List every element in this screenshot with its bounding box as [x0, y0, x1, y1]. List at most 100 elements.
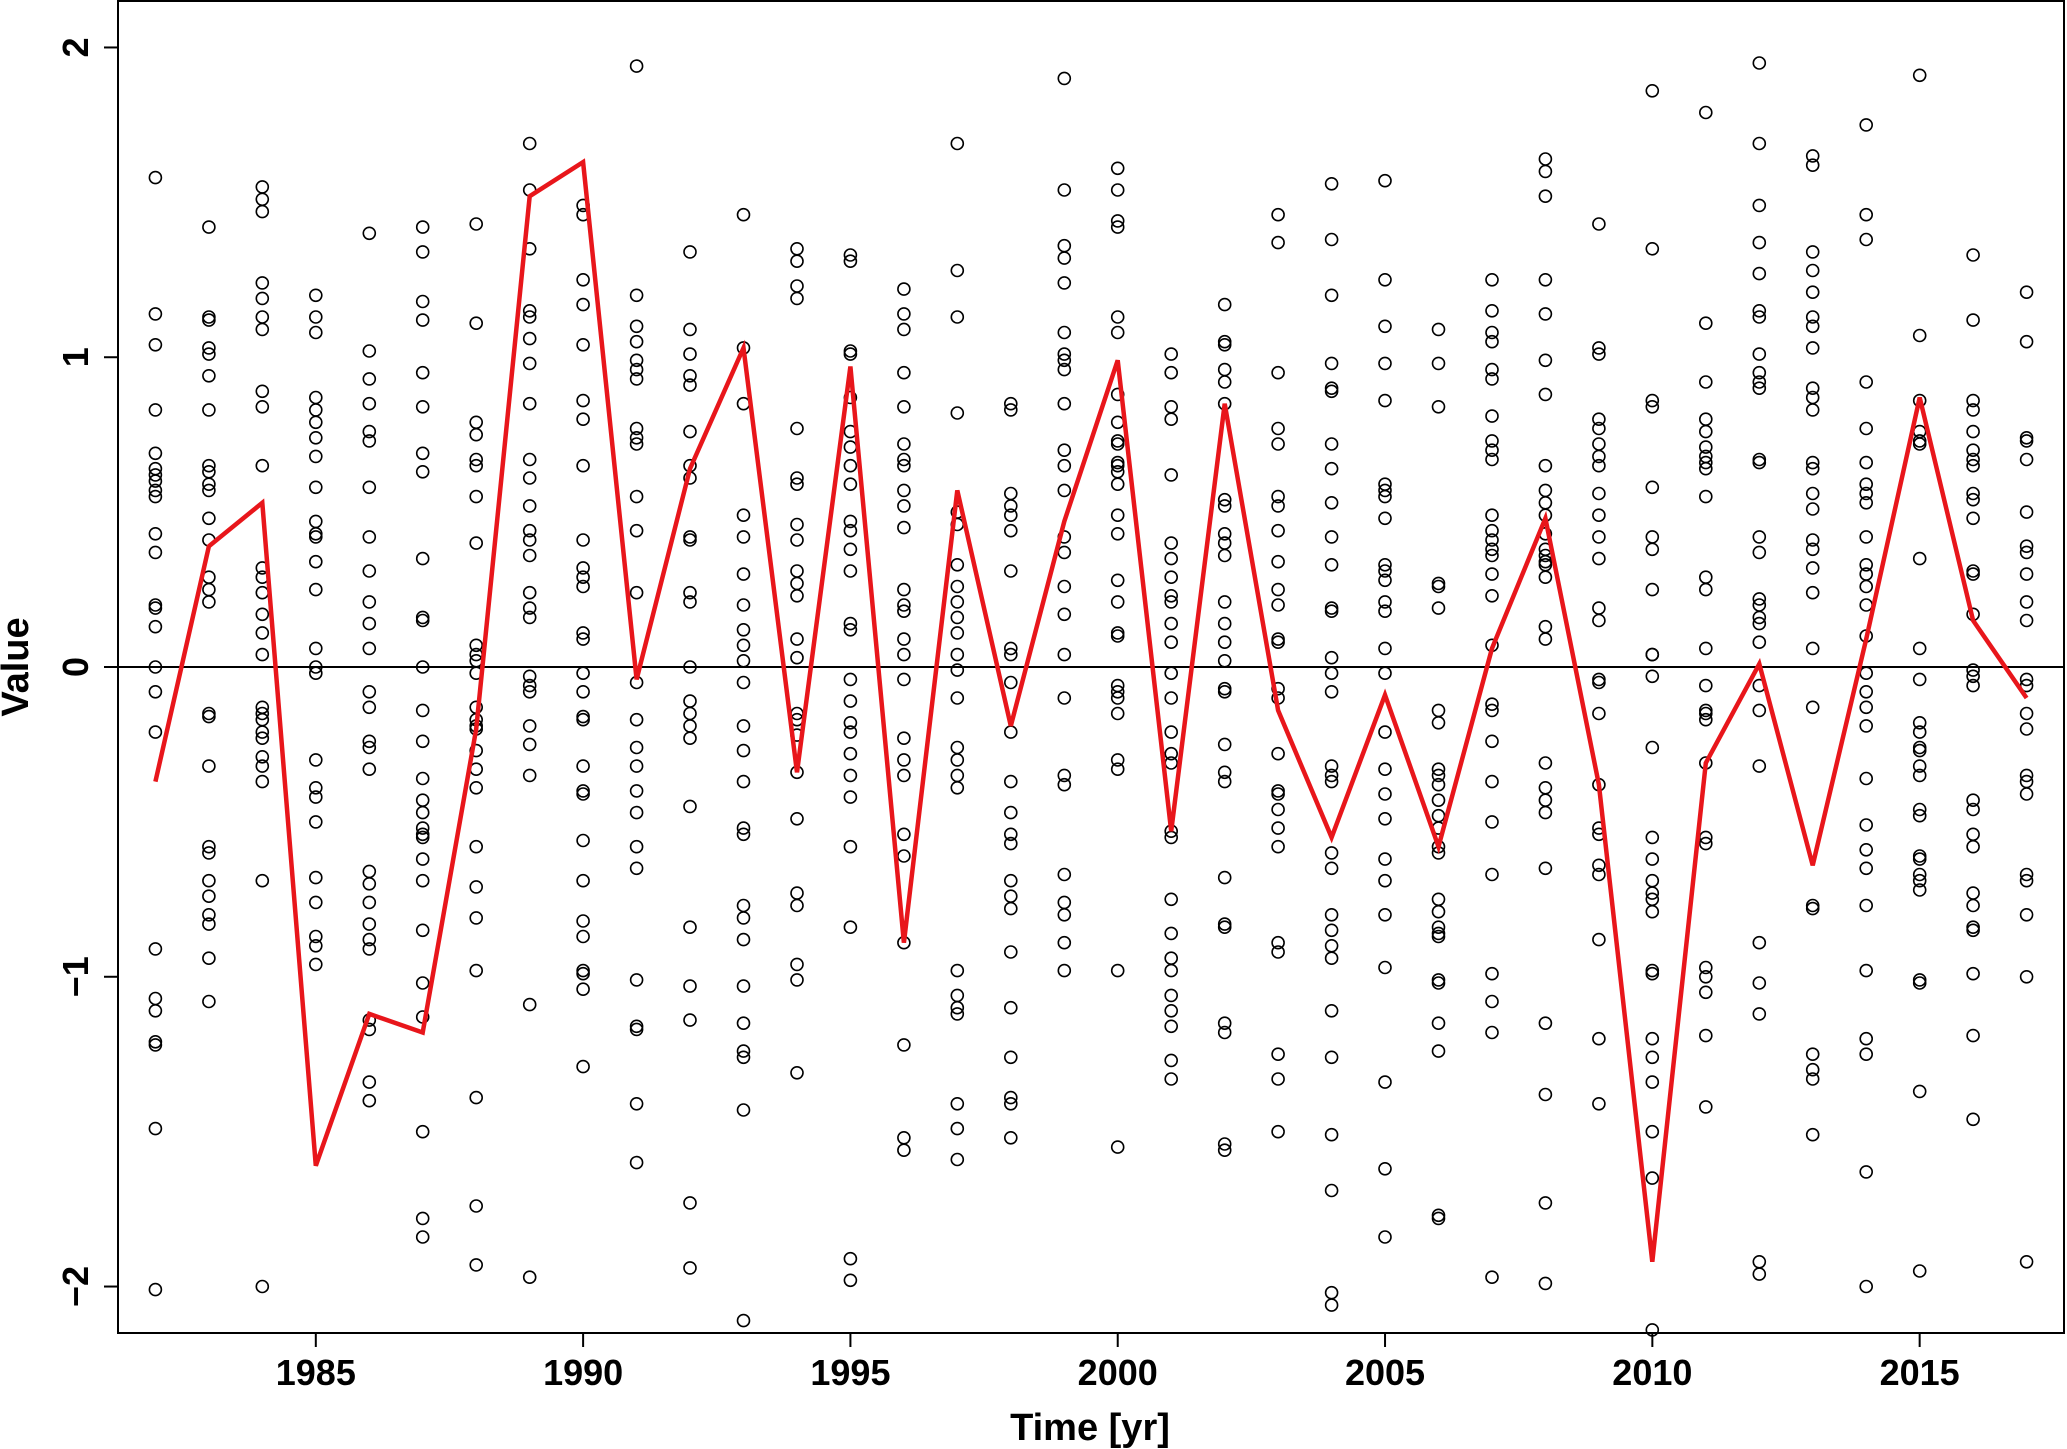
data-point — [1057, 691, 1072, 705]
data-point — [1538, 189, 1553, 203]
data-point — [790, 576, 804, 591]
data-point — [1057, 483, 1072, 498]
data-point — [1003, 827, 1018, 842]
data-point — [1859, 1031, 1873, 1046]
data-point — [1217, 1025, 1232, 1040]
data-point — [683, 322, 697, 337]
data-point — [1324, 1127, 1339, 1142]
data-point — [148, 991, 163, 1006]
data-point — [843, 1273, 858, 1288]
data-point — [736, 898, 751, 913]
data-point — [629, 759, 644, 773]
data-point — [1057, 895, 1072, 910]
data-point — [683, 595, 697, 609]
data-point — [1859, 684, 1873, 699]
data-point — [1431, 579, 1446, 594]
data-point — [1538, 353, 1553, 368]
data-point — [576, 1059, 590, 1074]
data-point — [1217, 548, 1232, 563]
data-point — [950, 136, 965, 151]
data-point — [362, 942, 377, 956]
data-point — [2019, 1255, 2034, 1269]
data-point — [469, 415, 484, 430]
data-point — [843, 725, 858, 739]
data-point — [629, 740, 644, 755]
data-point — [1859, 579, 1873, 594]
data-point — [1592, 867, 1606, 882]
data-point — [1752, 455, 1767, 470]
data-point — [1966, 802, 1980, 817]
x-tick-label: 2015 — [1880, 1352, 1960, 1393]
data-point — [1324, 604, 1339, 619]
data-point — [897, 452, 911, 467]
data-point — [1966, 793, 1980, 808]
data-point — [1164, 468, 1178, 482]
data-point — [1966, 1112, 1980, 1127]
data-point — [1110, 691, 1125, 705]
data-point — [255, 607, 270, 622]
data-point — [1324, 938, 1339, 953]
data-point — [1805, 245, 1820, 259]
data-point — [897, 768, 911, 783]
data-point — [629, 334, 644, 349]
data-point — [362, 480, 377, 495]
data-point — [1966, 839, 1980, 854]
data-point — [950, 626, 965, 640]
data-point — [736, 675, 751, 690]
data-point — [736, 932, 751, 947]
data-point — [1324, 437, 1339, 451]
data-point — [1966, 458, 1980, 473]
data-point — [1057, 607, 1072, 622]
data-point — [202, 368, 216, 383]
data-point — [897, 672, 911, 687]
data-point — [1752, 1007, 1767, 1021]
data-point — [1217, 635, 1232, 650]
data-point — [202, 994, 216, 1009]
data-point — [1217, 362, 1232, 377]
data-point — [1217, 737, 1232, 752]
data-point — [1164, 588, 1178, 603]
data-point — [1003, 836, 1018, 851]
data-point — [255, 1279, 270, 1294]
data-point — [736, 638, 751, 653]
data-point — [1752, 365, 1767, 380]
data-point — [1699, 712, 1713, 727]
data-point — [362, 700, 377, 715]
data-point — [897, 520, 911, 535]
data-point — [1324, 1050, 1339, 1065]
data-point — [415, 365, 430, 380]
data-point — [1752, 266, 1767, 281]
data-point — [1966, 669, 1980, 684]
data-point — [469, 839, 484, 854]
data-point — [843, 672, 858, 687]
data-point — [1271, 365, 1285, 380]
data-point — [2019, 867, 2034, 882]
data-point — [1003, 564, 1018, 578]
data-point — [1431, 808, 1446, 823]
data-point — [1271, 554, 1285, 569]
data-point — [1699, 461, 1713, 476]
data-point — [1217, 499, 1232, 513]
data-point — [1057, 71, 1072, 86]
data-point — [790, 588, 804, 603]
data-point — [1271, 499, 1285, 513]
data-point — [1485, 523, 1499, 538]
data-point — [790, 811, 804, 826]
data-point — [790, 632, 804, 646]
data-point — [1645, 669, 1660, 684]
data-point — [1110, 437, 1125, 451]
data-point — [469, 1258, 484, 1272]
data-point — [1110, 573, 1125, 588]
data-point — [576, 561, 590, 575]
data-point — [255, 399, 270, 414]
data-point — [1752, 347, 1767, 361]
data-point — [950, 647, 965, 662]
data-point — [1485, 362, 1499, 377]
data-point — [1003, 486, 1018, 501]
data-point — [1485, 1270, 1499, 1284]
data-point — [522, 601, 537, 615]
data-point — [148, 337, 163, 352]
data-point — [1966, 898, 1980, 913]
data-point — [255, 192, 270, 207]
data-point — [1752, 375, 1767, 389]
